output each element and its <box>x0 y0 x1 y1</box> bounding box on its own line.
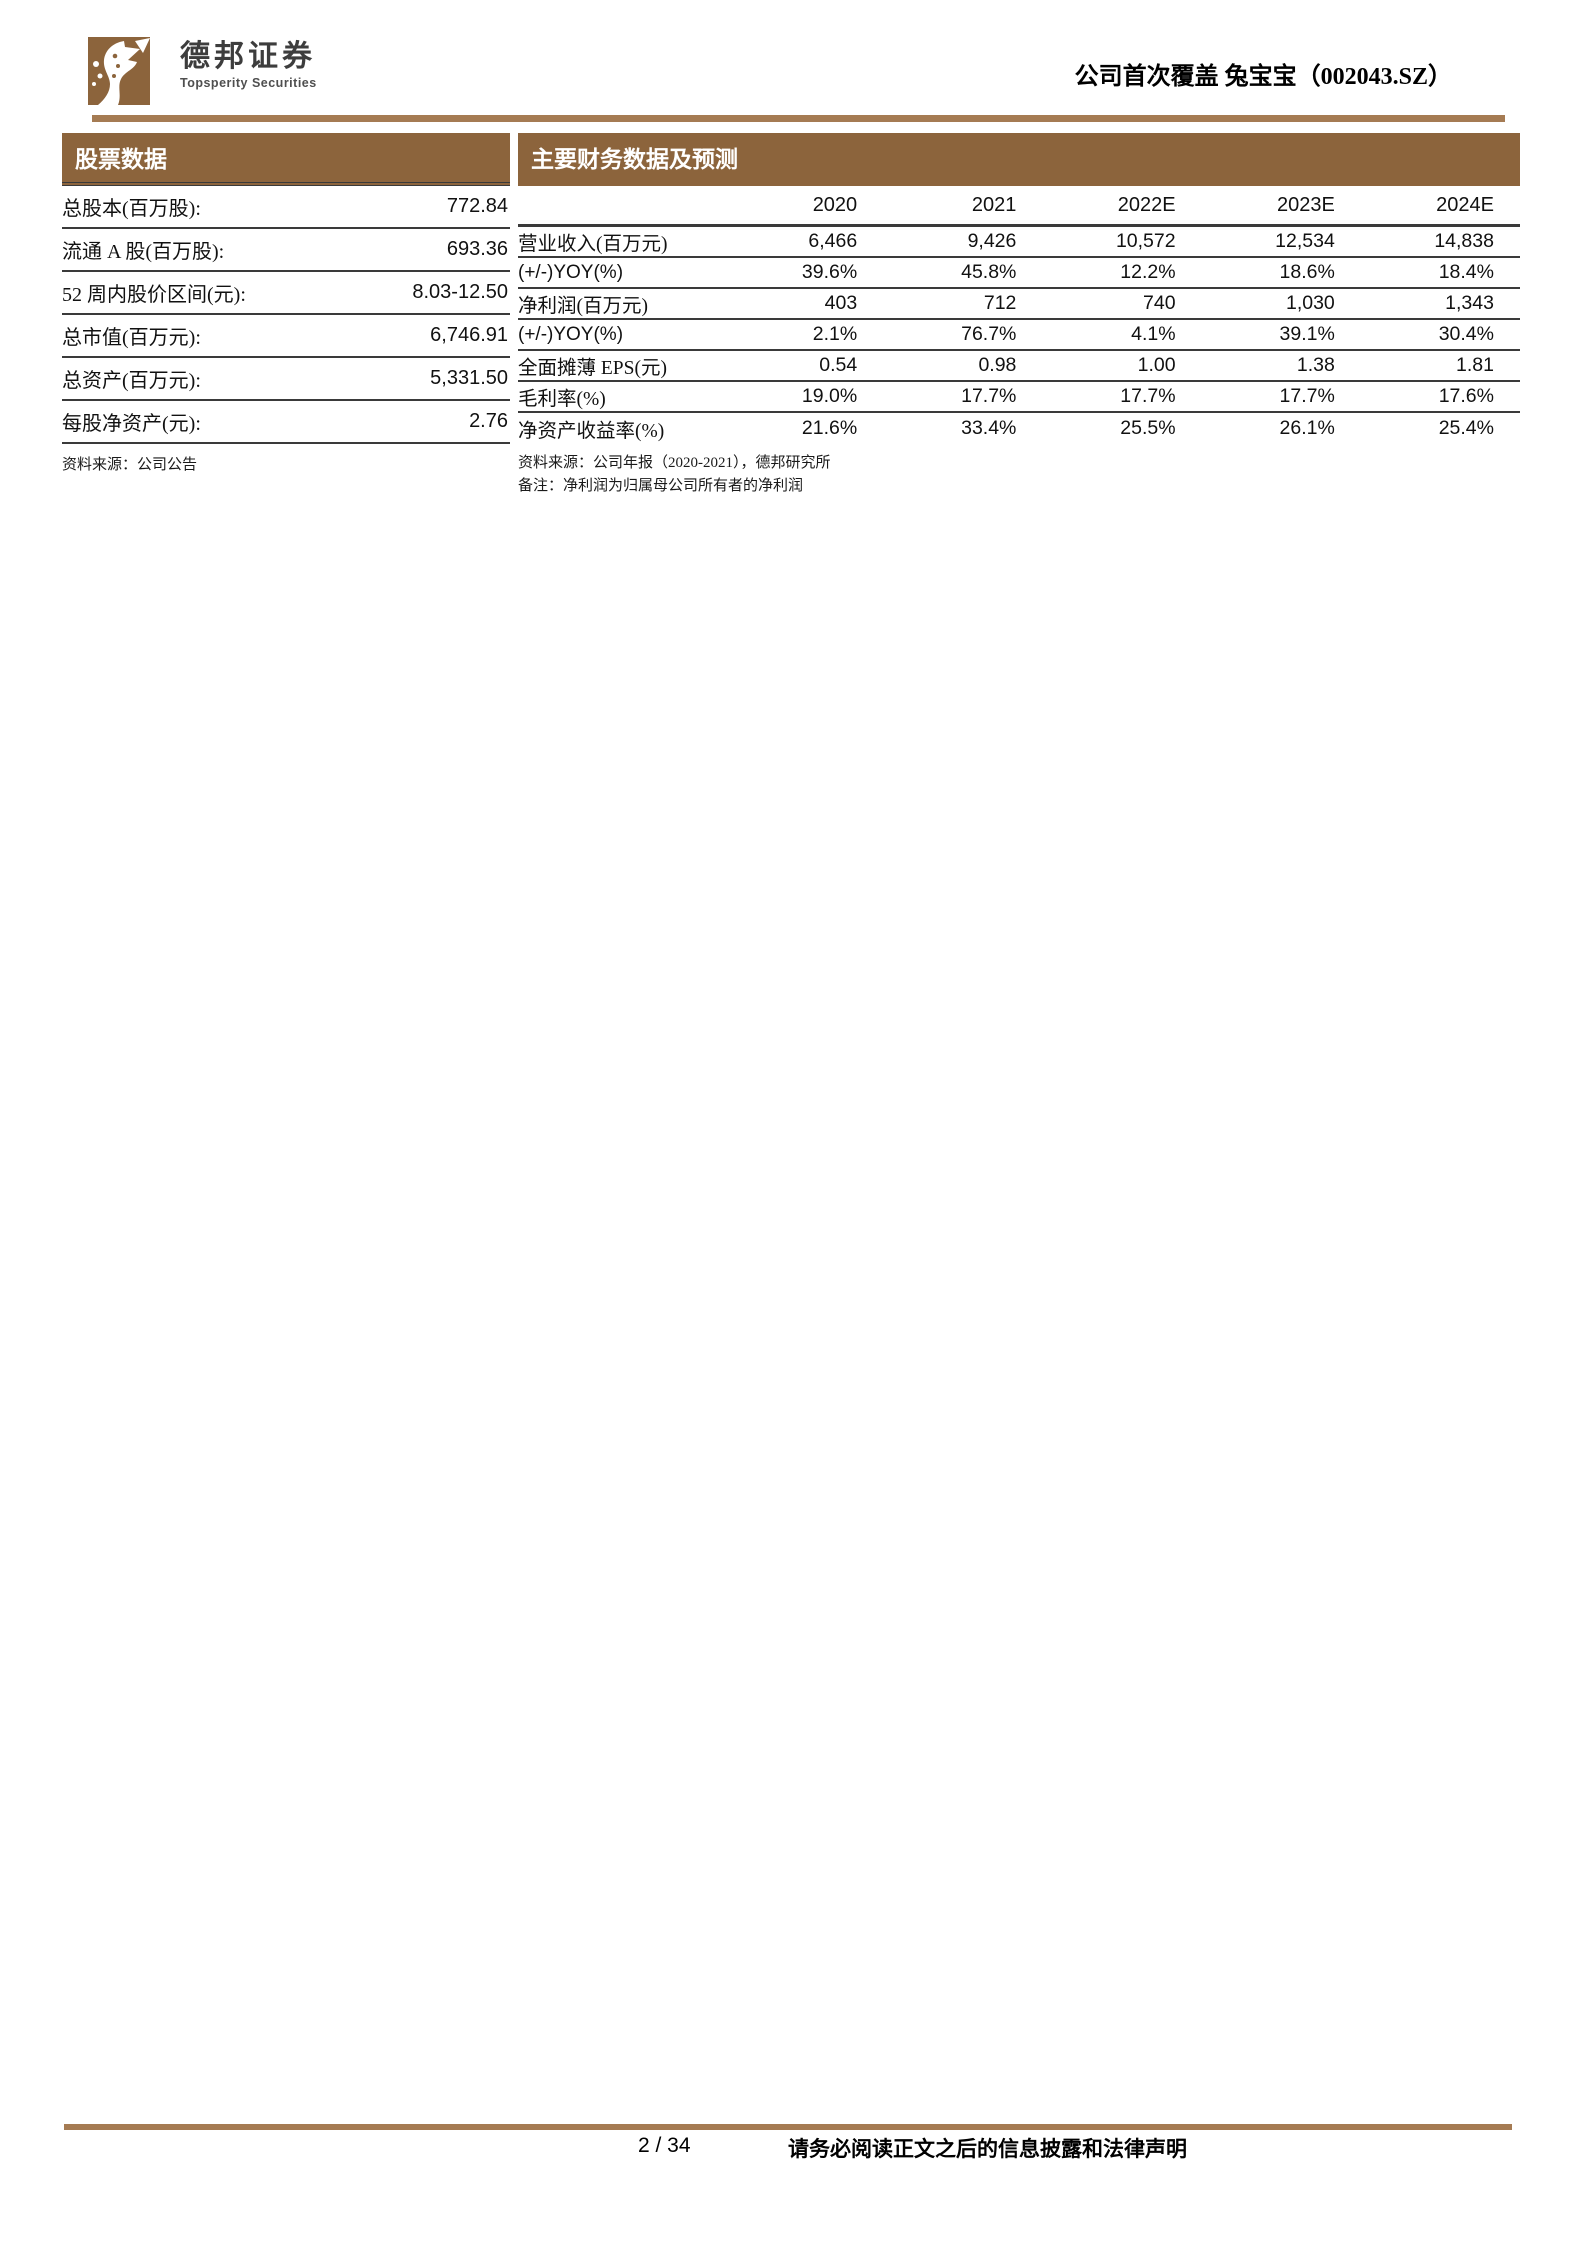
report-title: 公司首次覆盖 兔宝宝（002043.SZ） <box>1074 64 1452 90</box>
finance-cell: 17.7% <box>961 385 1017 407</box>
finance-cell: 1,343 <box>1445 292 1494 314</box>
finance-col-year: 2020 <box>812 193 858 216</box>
brand-logo-text: 德邦证券 Topsperity Securities <box>180 40 317 91</box>
finance-cell: 14,838 <box>1434 230 1494 252</box>
finance-cell: 6,466 <box>808 230 858 252</box>
stock-row-value: 772.84 <box>446 195 508 217</box>
finance-cell: 17.7% <box>1279 385 1335 407</box>
finance-cell: 39.6% <box>801 261 858 283</box>
stock-row-label: 流通 A 股(百万股): <box>62 241 225 263</box>
finance-cell: 4.1% <box>1131 323 1176 345</box>
finance-cell: 0.54 <box>819 354 858 376</box>
brand-logo-icon <box>88 37 150 105</box>
finance-cell: 17.6% <box>1438 385 1494 407</box>
finance-cell: 0.98 <box>978 354 1017 376</box>
finance-cell: 12,534 <box>1275 230 1335 252</box>
finance-col-year: 2021 <box>971 193 1017 216</box>
finance-source-note: 资料来源：公司年报（2020-2021），德邦研究所 <box>518 455 831 471</box>
stock-data-panel: 股票数据 总股本(百万股): 772.84 流通 A 股(百万股): 693.3… <box>62 133 510 474</box>
stock-row-value: 6,746.91 <box>430 324 508 346</box>
finance-cell: 19.0% <box>801 385 858 407</box>
finance-table-row: 营业收入(百万元) 6,466 9,426 10,572 12,534 14,8… <box>518 227 1520 258</box>
page-number: 2 / 34 <box>638 2134 691 2157</box>
stock-row-value: 693.36 <box>446 238 508 260</box>
finance-row-label: 营业收入(百万元) <box>518 234 668 255</box>
finance-cell: 30.4% <box>1438 323 1494 345</box>
header-rule <box>92 115 1505 122</box>
finance-row-label: 净利润(百万元) <box>518 296 648 317</box>
stock-row: 流通 A 股(百万股): 693.36 <box>62 229 510 272</box>
stock-panel-title: 股票数据 <box>62 133 510 186</box>
finance-cell: 12.2% <box>1120 261 1176 283</box>
finance-col-year: 2024E <box>1436 193 1494 216</box>
finance-panel-title: 主要财务数据及预测 <box>518 133 1520 186</box>
finance-cell: 76.7% <box>961 323 1017 345</box>
stock-row-label: 每股净资产(元): <box>62 413 201 435</box>
finance-cell: 33.4% <box>961 417 1017 439</box>
stock-row: 每股净资产(元): 2.76 <box>62 401 510 444</box>
finance-table-row: 净资产收益率(%) 21.6% 33.4% 25.5% 26.1% 25.4% <box>518 413 1520 444</box>
summary-panels: 股票数据 总股本(百万股): 772.84 流通 A 股(百万股): 693.3… <box>62 133 1520 498</box>
finance-table-row: 毛利率(%) 19.0% 17.7% 17.7% 17.7% 17.6% <box>518 382 1520 413</box>
finance-row-label: (+/-)YOY(%) <box>518 323 624 345</box>
finance-cell: 21.6% <box>801 417 858 439</box>
brand-name-en: Topsperity Securities <box>180 76 317 90</box>
finance-cell: 25.4% <box>1438 417 1494 439</box>
brand-name-cn: 德邦证券 <box>180 40 316 73</box>
financial-forecast-panel: 主要财务数据及预测 2020 2021 2022E 2023E 2024E 营业… <box>518 133 1520 498</box>
finance-cell: 9,426 <box>967 230 1017 252</box>
finance-table-row: 净利润(百万元) 403 712 740 1,030 1,343 <box>518 289 1520 320</box>
stock-source-note: 资料来源：公司公告 <box>62 457 198 473</box>
stock-row: 总股本(百万股): 772.84 <box>62 186 510 229</box>
finance-cell: 740 <box>1143 292 1176 314</box>
finance-table-row: (+/-)YOY(%) 2.1% 76.7% 4.1% 39.1% 30.4% <box>518 320 1520 351</box>
stock-row-value: 8.03-12.50 <box>412 281 508 303</box>
finance-cell: 10,572 <box>1115 230 1176 252</box>
finance-notes: 资料来源：公司年报（2020-2021），德邦研究所 备注：净利润为归属母公司所… <box>518 452 1520 498</box>
finance-col-year: 2023E <box>1276 193 1335 216</box>
stock-row-value: 5,331.50 <box>430 367 508 389</box>
finance-table-row: (+/-)YOY(%) 39.6% 45.8% 12.2% 18.6% 18.4… <box>518 258 1520 289</box>
finance-cell: 403 <box>824 292 858 314</box>
finance-cell: 712 <box>983 292 1017 314</box>
footer-rule <box>64 2124 1512 2130</box>
finance-cell: 45.8% <box>961 261 1017 283</box>
finance-cell: 1.00 <box>1137 354 1176 376</box>
finance-col-year: 2022E <box>1117 193 1176 216</box>
finance-cell: 18.6% <box>1279 261 1335 283</box>
finance-cell: 25.5% <box>1120 417 1176 439</box>
finance-cell: 1.38 <box>1296 354 1335 376</box>
footer-disclaimer: 请务必阅读正文之后的信息披露和法律声明 <box>788 2137 1187 2161</box>
finance-row-label: 毛利率(%) <box>518 389 606 410</box>
finance-cell: 1,030 <box>1285 292 1335 314</box>
stock-row: 总资产(百万元): 5,331.50 <box>62 358 510 401</box>
stock-row: 总市值(百万元): 6,746.91 <box>62 315 510 358</box>
stock-row-label: 52 周内股价区间(元): <box>62 284 246 306</box>
finance-table-header-row: 2020 2021 2022E 2023E 2024E <box>518 186 1520 227</box>
stock-row-label: 总市值(百万元): <box>62 327 201 349</box>
finance-cell: 26.1% <box>1279 417 1335 439</box>
finance-cell: 18.4% <box>1438 261 1494 283</box>
finance-table-row: 全面摊薄 EPS(元) 0.54 0.98 1.00 1.38 1.81 <box>518 351 1520 382</box>
stock-row-label: 总资产(百万元): <box>62 370 201 392</box>
finance-cell: 17.7% <box>1120 385 1176 407</box>
stock-row-value: 2.76 <box>469 410 508 432</box>
stock-row-label: 总股本(百万股): <box>62 198 201 220</box>
finance-row-label: (+/-)YOY(%) <box>518 261 624 283</box>
finance-cell: 1.81 <box>1456 354 1494 376</box>
finance-row-label: 全面摊薄 EPS(元) <box>518 358 667 379</box>
finance-cell: 39.1% <box>1279 323 1335 345</box>
finance-remark-note: 备注：净利润为归属母公司所有者的净利润 <box>518 478 804 494</box>
finance-row-label: 净资产收益率(%) <box>518 421 665 442</box>
stock-row: 52 周内股价区间(元): 8.03-12.50 <box>62 272 510 315</box>
finance-cell: 2.1% <box>812 323 858 345</box>
